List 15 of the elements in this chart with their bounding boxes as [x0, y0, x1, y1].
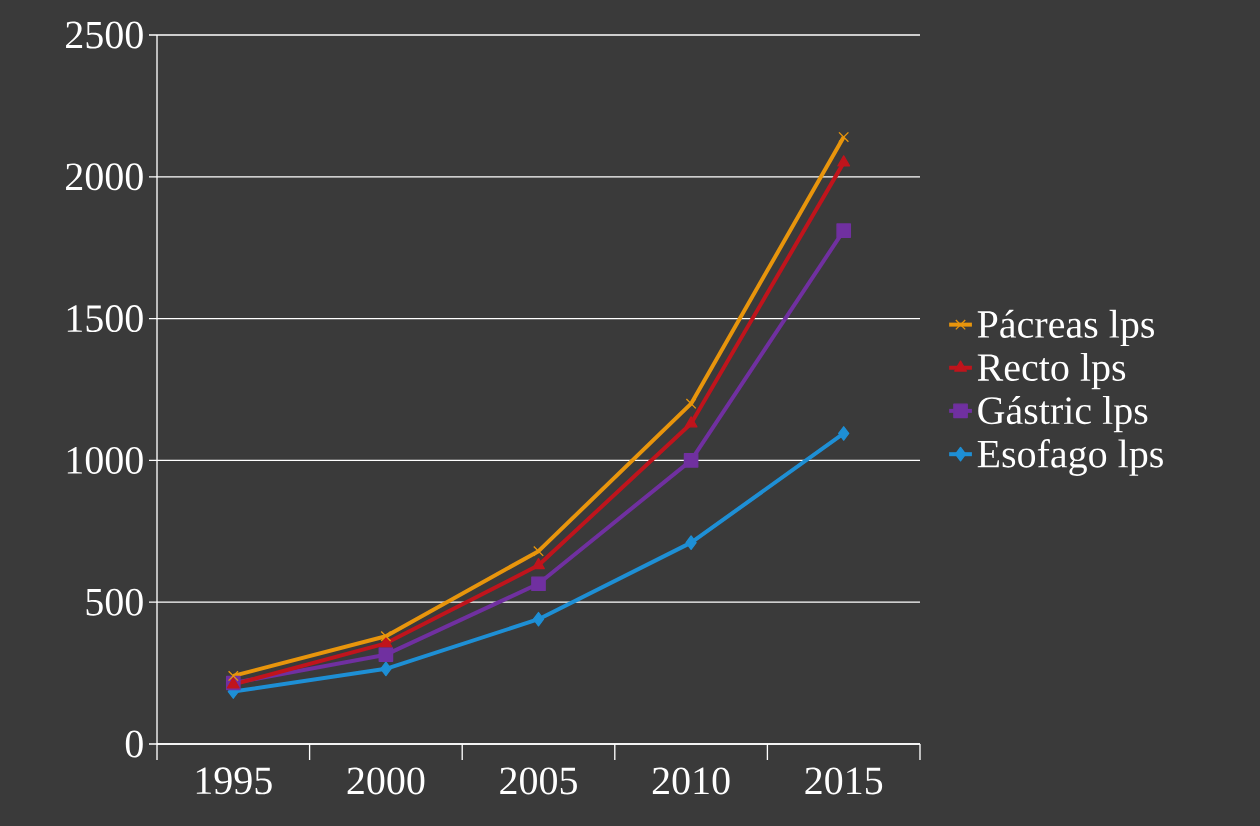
y-tick-label: 2500	[66, 21, 143, 49]
y-tick-label: 1000	[67, 446, 143, 474]
x-tick-label: 2005	[500, 767, 577, 795]
y-tick-label: 0	[125, 730, 143, 758]
legend-label: Esofago lps	[977, 439, 1163, 476]
x-tick-label: 2000	[347, 767, 425, 795]
y-tick-label: 500	[86, 588, 143, 616]
x-tick-label: 2015	[805, 767, 883, 795]
legend-label: Recto lps	[977, 352, 1126, 390]
legend-label: Gástric lps	[978, 395, 1148, 433]
y-tick-label: 2000	[66, 163, 143, 191]
legend-label: Pácreas lps	[977, 309, 1154, 347]
y-tick-label: 1500	[67, 305, 143, 333]
x-tick-label: 1995	[196, 767, 272, 795]
x-tick-label: 2010	[652, 767, 730, 795]
